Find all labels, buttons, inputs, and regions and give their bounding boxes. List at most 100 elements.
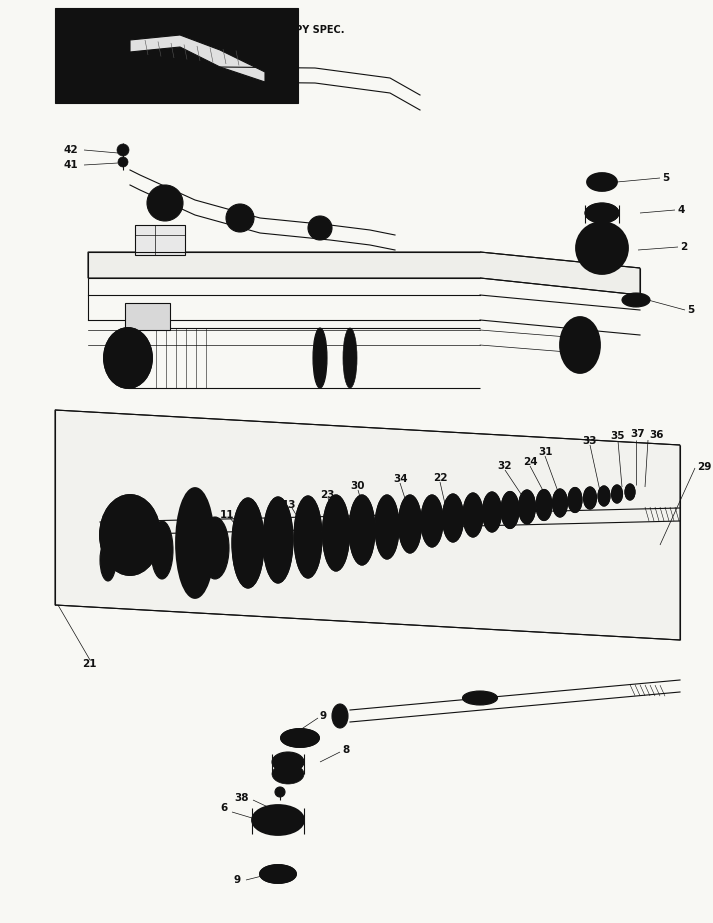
Text: キャノビ仕様: キャノビ仕様 (268, 14, 298, 22)
Polygon shape (55, 410, 680, 640)
Ellipse shape (560, 317, 600, 373)
Ellipse shape (176, 488, 214, 598)
Ellipse shape (602, 488, 607, 504)
Ellipse shape (622, 293, 650, 307)
Text: 30: 30 (350, 481, 364, 491)
Text: 10: 10 (188, 520, 202, 530)
Ellipse shape (540, 493, 548, 517)
Ellipse shape (570, 330, 590, 360)
Ellipse shape (612, 485, 622, 503)
Ellipse shape (582, 228, 622, 268)
Polygon shape (135, 225, 185, 255)
Ellipse shape (615, 487, 620, 501)
Text: 42: 42 (63, 145, 78, 155)
Text: 21: 21 (82, 659, 96, 669)
Circle shape (118, 157, 128, 167)
Circle shape (275, 787, 285, 797)
Text: 8: 8 (342, 745, 349, 755)
Circle shape (159, 197, 171, 209)
Ellipse shape (626, 295, 646, 305)
Ellipse shape (375, 495, 399, 559)
Text: 34: 34 (393, 474, 408, 484)
Ellipse shape (258, 809, 298, 831)
Circle shape (147, 185, 183, 221)
Ellipse shape (592, 176, 612, 187)
Text: CANOPY SPEC.: CANOPY SPEC. (264, 25, 344, 35)
Ellipse shape (298, 506, 318, 568)
Ellipse shape (151, 521, 173, 579)
Ellipse shape (272, 764, 304, 784)
Text: 37: 37 (630, 429, 645, 439)
Text: 41: 41 (63, 160, 78, 170)
Text: 4: 4 (677, 205, 684, 215)
Text: 9: 9 (320, 711, 327, 721)
Ellipse shape (252, 805, 304, 835)
Ellipse shape (103, 545, 113, 575)
Text: 31: 31 (538, 447, 553, 457)
Ellipse shape (100, 539, 116, 581)
Ellipse shape (115, 515, 145, 555)
Polygon shape (125, 303, 170, 330)
Ellipse shape (313, 328, 327, 388)
Ellipse shape (572, 490, 578, 509)
Text: 5: 5 (662, 173, 670, 183)
Ellipse shape (260, 865, 296, 883)
Circle shape (111, 44, 123, 56)
Ellipse shape (421, 495, 443, 547)
Text: 22: 22 (433, 473, 448, 483)
Ellipse shape (583, 487, 597, 509)
Ellipse shape (109, 334, 147, 382)
Text: 35: 35 (610, 431, 625, 441)
Ellipse shape (287, 732, 313, 744)
Text: 33: 33 (582, 436, 597, 446)
Ellipse shape (443, 494, 463, 542)
Ellipse shape (466, 498, 480, 532)
Ellipse shape (267, 507, 289, 573)
Text: 2: 2 (680, 242, 687, 252)
Ellipse shape (402, 502, 418, 546)
Ellipse shape (181, 500, 209, 585)
Ellipse shape (466, 693, 493, 703)
Text: 9: 9 (234, 875, 241, 885)
Polygon shape (88, 252, 640, 295)
Ellipse shape (536, 489, 552, 521)
Ellipse shape (553, 489, 568, 517)
Ellipse shape (568, 487, 582, 512)
Ellipse shape (271, 816, 285, 824)
Bar (55, 8, 298, 103)
Ellipse shape (349, 495, 375, 565)
Ellipse shape (379, 503, 396, 551)
Text: 23: 23 (320, 490, 334, 500)
Ellipse shape (322, 495, 349, 571)
Ellipse shape (104, 328, 152, 388)
Ellipse shape (585, 203, 619, 223)
Text: 41: 41 (63, 39, 78, 49)
Text: 36: 36 (649, 430, 664, 440)
Text: 40: 40 (63, 52, 78, 62)
Text: 5: 5 (687, 305, 694, 315)
Ellipse shape (294, 496, 322, 578)
Ellipse shape (463, 493, 483, 537)
Ellipse shape (576, 222, 628, 274)
Ellipse shape (232, 498, 264, 588)
Ellipse shape (446, 500, 460, 536)
Ellipse shape (201, 517, 229, 579)
Ellipse shape (399, 495, 421, 553)
Ellipse shape (266, 868, 290, 880)
Ellipse shape (483, 492, 501, 532)
Ellipse shape (628, 486, 632, 498)
Circle shape (112, 22, 122, 32)
Ellipse shape (206, 525, 224, 570)
Text: 38: 38 (234, 793, 249, 803)
Ellipse shape (587, 173, 617, 191)
Text: 11: 11 (220, 510, 235, 520)
Text: 6: 6 (220, 803, 227, 813)
Ellipse shape (272, 752, 304, 772)
Text: 13: 13 (282, 500, 297, 510)
Ellipse shape (281, 729, 319, 747)
Text: 42: 42 (63, 25, 78, 35)
Ellipse shape (463, 691, 498, 705)
Ellipse shape (598, 486, 610, 506)
Ellipse shape (100, 495, 160, 575)
Ellipse shape (327, 505, 346, 561)
